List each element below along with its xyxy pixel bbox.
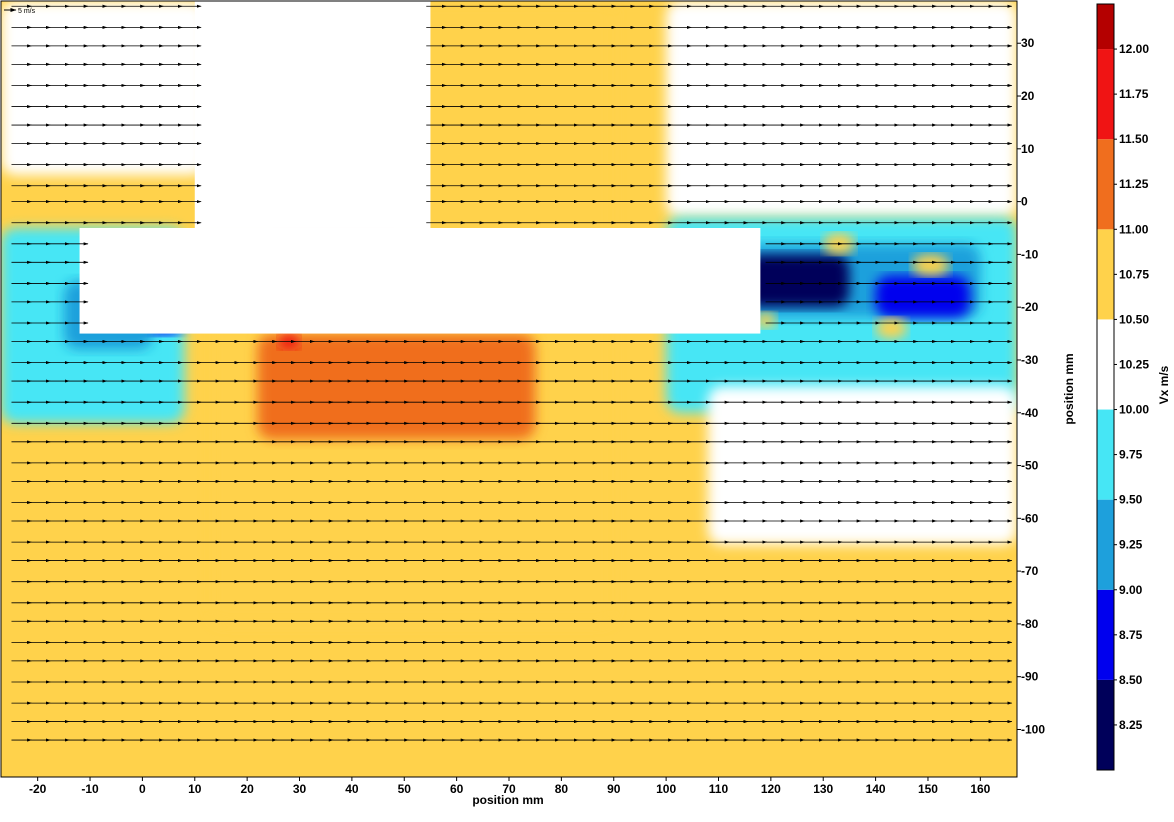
x-tick-label: 90 xyxy=(607,782,621,796)
colorbar-band xyxy=(1097,589,1114,680)
y-tick-label: -20 xyxy=(1021,300,1039,314)
colorbar-tick-label: 8.25 xyxy=(1119,718,1143,732)
colorbar-band xyxy=(1097,499,1114,590)
colorbar-tick-label: 8.50 xyxy=(1119,673,1143,687)
x-tick-label: 60 xyxy=(450,782,464,796)
colorbar-tick-label: 12.00 xyxy=(1119,42,1149,56)
colorbar-tick-label: 9.75 xyxy=(1119,448,1143,462)
velocity-vector-field xyxy=(11,4,1013,742)
colorbar-tick-label: 9.50 xyxy=(1119,493,1143,507)
colorbar-tick-label: 10.50 xyxy=(1119,312,1149,326)
contour-region xyxy=(912,254,949,276)
y-tick-label: 10 xyxy=(1021,142,1035,156)
y-tick-label: -50 xyxy=(1021,459,1039,473)
x-tick-label: 100 xyxy=(656,782,676,796)
contour-region xyxy=(744,254,850,308)
colorbar-band xyxy=(1097,409,1114,500)
colorbar-tick-label: 9.25 xyxy=(1119,538,1143,552)
contour-region xyxy=(875,317,908,339)
x-axis-label: position mm xyxy=(472,793,543,807)
colorbar-tick-label: 10.00 xyxy=(1119,403,1149,417)
x-tick-label: 10 xyxy=(188,782,202,796)
reference-vector: 5 m/s xyxy=(4,8,36,15)
contour-region xyxy=(666,1,1017,218)
y-tick-label: -70 xyxy=(1021,564,1039,578)
y-tick-label: -90 xyxy=(1021,670,1039,684)
x-tick-label: 30 xyxy=(293,782,307,796)
x-tick-label: 80 xyxy=(555,782,569,796)
plot-area xyxy=(1,1,1017,777)
x-tick-label: 110 xyxy=(709,782,729,796)
colorbar-tick-label: 11.00 xyxy=(1119,222,1149,236)
y-tick-label: -40 xyxy=(1021,406,1039,420)
x-tick-label: 150 xyxy=(918,782,938,796)
colorbar-tick-label: 10.25 xyxy=(1119,357,1149,371)
y-axis-ticks: 30 20 10 0 -10 -20 -30 -40 -50 -60 -70 -80 -90 -100 xyxy=(1017,36,1045,736)
masked-region-model-body xyxy=(79,227,761,334)
colorbar-frame xyxy=(1096,3,1115,771)
y-tick-label: 20 xyxy=(1021,89,1035,103)
colorbar-tick-label: 11.25 xyxy=(1119,177,1149,191)
x-tick-label: 140 xyxy=(866,782,886,796)
y-tick-label: -100 xyxy=(1021,722,1045,736)
y-tick-label: 30 xyxy=(1021,36,1035,50)
contour-region xyxy=(875,275,970,318)
colorbar-tick-label: 9.00 xyxy=(1119,583,1143,597)
y-tick-label: 0 xyxy=(1021,195,1028,209)
colorbar: 12.00 11.75 11.50 11.25 11.00 10.75 10.50 10.25… xyxy=(1096,3,1149,771)
masked-model-regions xyxy=(79,1,761,334)
x-tick-label: 120 xyxy=(761,782,781,796)
masked-region-upper-obstacle xyxy=(194,1,431,228)
y-tick-label: -30 xyxy=(1021,353,1039,367)
y-axis-label: position mm xyxy=(1062,353,1076,424)
x-tick-label: 40 xyxy=(345,782,359,796)
colorbar-tick-label: 10.75 xyxy=(1119,267,1149,281)
colorbar-tick-label: 11.50 xyxy=(1119,132,1149,146)
x-axis-ticks: -20 -10 0 10 20 30 40 50 60 70 80 90 100 110 120 130 140… xyxy=(29,777,991,796)
contour-region xyxy=(708,386,1017,545)
contour-region xyxy=(1,1,206,176)
colorbar-label: Vx m/s xyxy=(1157,365,1171,404)
colorbar-band xyxy=(1097,139,1114,230)
colorbar-tick-label: 11.75 xyxy=(1119,87,1149,101)
y-tick-label: -80 xyxy=(1021,617,1039,631)
contour-region xyxy=(257,333,536,440)
x-tick-label: -20 xyxy=(29,782,47,796)
x-tick-label: 130 xyxy=(813,782,833,796)
colorbar-band xyxy=(1097,319,1114,410)
colorbar-band xyxy=(1097,49,1114,140)
colorbar-band xyxy=(1097,4,1114,50)
colorbar-band xyxy=(1097,679,1114,770)
x-tick-label: -10 xyxy=(81,782,99,796)
reference-vector-label: 5 m/s xyxy=(18,8,36,15)
x-tick-label: 20 xyxy=(240,782,254,796)
colorbar-tick-label: 8.75 xyxy=(1119,628,1143,642)
colorbar-band xyxy=(1097,229,1114,320)
x-tick-label: 160 xyxy=(970,782,990,796)
x-tick-label: 50 xyxy=(398,782,412,796)
x-tick-label: 0 xyxy=(139,782,146,796)
x-tick-label: 70 xyxy=(502,782,516,796)
y-tick-label: -60 xyxy=(1021,511,1039,525)
y-tick-label: -10 xyxy=(1021,247,1039,261)
